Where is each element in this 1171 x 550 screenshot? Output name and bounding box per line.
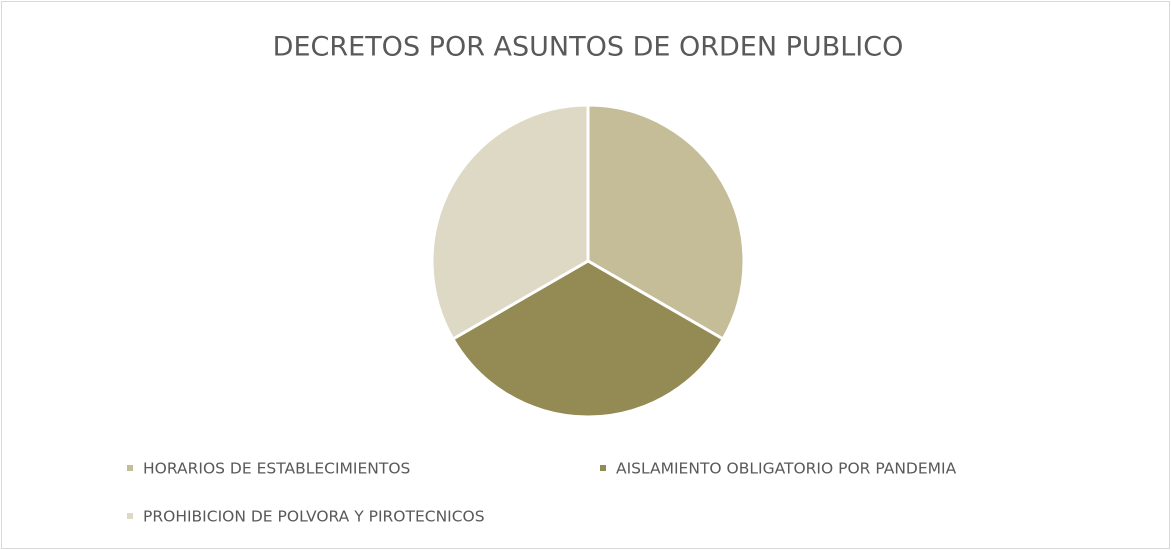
legend-label: PROHIBICION DE POLVORA Y PIROTECNICOS (143, 508, 485, 526)
legend-label: HORARIOS DE ESTABLECIMIENTOS (143, 460, 410, 478)
legend-swatch (127, 513, 133, 519)
legend-label: AISLAMIENTO OBLIGATORIO POR PANDEMIA (616, 460, 957, 478)
legend-swatch (127, 465, 133, 471)
pie-slice (430, 103, 590, 341)
legend-swatch (600, 465, 606, 471)
pie-slice (586, 103, 746, 341)
chart-title: DECRETOS POR ASUNTOS DE ORDEN PUBLICO (273, 32, 904, 63)
